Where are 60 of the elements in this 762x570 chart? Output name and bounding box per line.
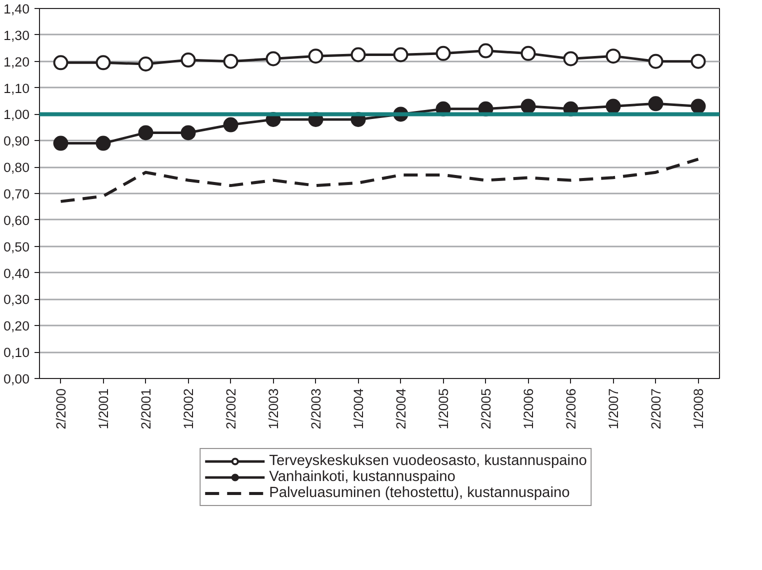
y-tick-label: 1,10 — [4, 80, 30, 96]
point — [180, 125, 196, 140]
y-tick-label: 0,90 — [4, 134, 30, 149]
point — [53, 55, 68, 70]
point — [606, 48, 621, 64]
point — [138, 56, 154, 72]
point — [53, 136, 68, 151]
x-tick-label: 2/2007 — [648, 388, 664, 430]
x-tick-label: 1/2008 — [690, 388, 706, 430]
y-tick-label: 0,50 — [4, 239, 30, 254]
point — [563, 51, 578, 66]
point — [96, 136, 111, 151]
y-tick-label: 1,00 — [4, 107, 30, 122]
x-tick-label: 2/2006 — [563, 388, 578, 430]
x-tick-label: 2/2004 — [393, 388, 408, 430]
x-tick-label: 1/2001 — [96, 388, 111, 430]
y-tick-label: 0,70 — [4, 186, 30, 202]
point — [520, 46, 536, 61]
point — [180, 52, 196, 68]
x-tick-label: 1/2007 — [606, 388, 621, 430]
point — [223, 117, 238, 132]
y-tick-label: 0,30 — [4, 292, 30, 308]
point — [520, 98, 536, 114]
legend-label: Palveluasuminen (tehostettu), kustannuspaino — [269, 485, 570, 501]
y-tick-label: 0,20 — [4, 318, 30, 334]
point — [393, 47, 408, 62]
y-tick-label: 0,00 — [4, 372, 30, 386]
point — [138, 125, 154, 140]
y-tick-label: 1,30 — [4, 28, 30, 43]
line-series — [59, 158, 700, 203]
y-tick-label: 0,40 — [4, 266, 30, 281]
point — [690, 54, 706, 69]
y-tick-label: 0,10 — [4, 345, 30, 360]
point — [648, 96, 664, 112]
y-tick-label: 1,20 — [4, 54, 30, 70]
x-tick-label: 2/2005 — [478, 388, 494, 430]
point — [436, 46, 451, 61]
point — [223, 54, 238, 69]
legend-label: Terveyskeskuksen vuodeosasto, kustannuspaino — [269, 453, 587, 469]
point — [266, 51, 281, 66]
point — [350, 47, 366, 62]
x-tick-label: 1/2005 — [436, 388, 451, 430]
point — [96, 55, 111, 70]
point — [478, 43, 494, 58]
x-tick-label: 1/2003 — [266, 388, 281, 430]
x-tick-label: 1/2006 — [520, 388, 536, 430]
point — [648, 54, 664, 69]
x-tick-label: 2/2002 — [223, 388, 238, 430]
x-tick-label: 2/2001 — [138, 388, 154, 430]
y-tick-label: 0,80 — [4, 160, 30, 176]
x-tick-label: 1/2002 — [180, 388, 196, 430]
y-tick-label: 1,40 — [4, 2, 30, 16]
x-tick-label: 1/2004 — [350, 388, 366, 430]
point — [308, 48, 324, 64]
point — [606, 98, 621, 114]
x-tick-label: 2/2000 — [53, 388, 68, 430]
point — [690, 98, 706, 114]
x-tick-label: 2/2003 — [308, 388, 324, 430]
legend-label: Vanhainkoti, kustannuspaino — [269, 469, 456, 485]
y-tick-label: 0,60 — [4, 212, 30, 228]
